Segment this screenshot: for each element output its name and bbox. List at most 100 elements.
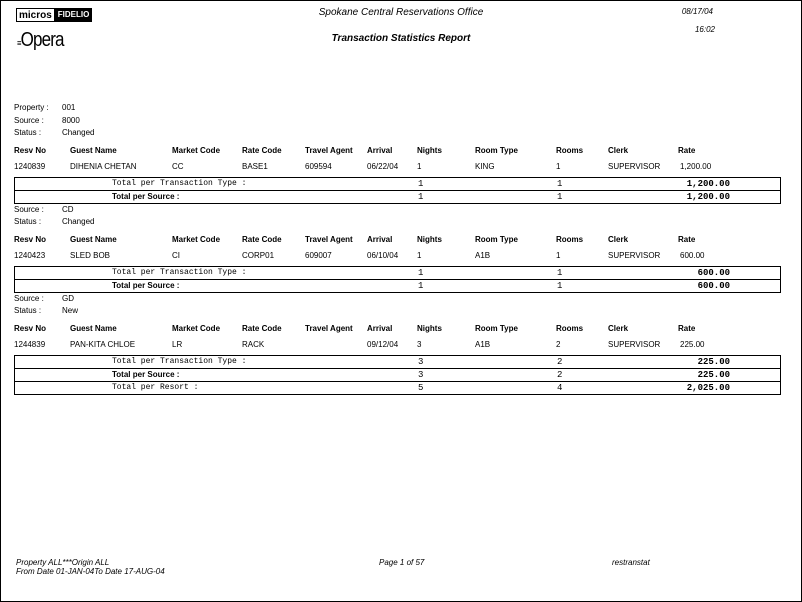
- status-line-value: Changed: [62, 217, 95, 226]
- column-header: Rooms: [556, 323, 584, 333]
- cell: 1240839: [14, 161, 46, 171]
- total-per-source-rooms: 1: [557, 280, 563, 291]
- micros-fidelio-logo: micros FIDELIO: [16, 8, 93, 22]
- status-line-value: Changed: [62, 128, 95, 137]
- source-line-label: Source :: [14, 204, 44, 214]
- total-per-transaction-type-label: Total per Transaction Type :: [112, 356, 247, 366]
- column-header: Rooms: [556, 145, 584, 155]
- total-per-transaction-type-label: Total per Transaction Type :: [112, 178, 247, 188]
- table-row: 1240423 SLED BOB CI CORP01 609007 06/10/04 1 A1…: [14, 248, 781, 264]
- column-header-row: Resv No Guest Name Market Code Rate Code Tra…: [14, 321, 781, 337]
- cell: LR: [172, 339, 183, 349]
- column-header: Travel Agent: [305, 234, 353, 244]
- column-header: Travel Agent: [305, 145, 353, 155]
- column-header: Rate: [678, 145, 696, 155]
- column-header: Guest Name: [70, 145, 117, 155]
- totals-box: Total per Transaction Type :3 2 225.00 Tota…: [14, 354, 781, 395]
- cell: 609007: [305, 250, 332, 260]
- column-header: Rate Code: [242, 234, 282, 244]
- column-header: Room Type: [475, 234, 518, 244]
- status-line-label: Status :: [14, 128, 42, 137]
- source-line-label: Source :: [14, 293, 44, 303]
- cell: BASE1: [242, 161, 268, 171]
- total-per-source-label: Total per Source :: [112, 280, 180, 290]
- logo-micros-text: micros: [16, 8, 55, 22]
- report-body: Property : 001 Source : 8000 Status : Changed…: [14, 102, 781, 395]
- column-header: Rate: [678, 234, 696, 244]
- report-time: 16:02: [694, 25, 715, 34]
- source-line-label: Source :: [14, 115, 44, 125]
- page-number: Page 1 of 57: [379, 558, 425, 567]
- column-header: Resv No: [14, 323, 47, 333]
- status-line-label: Status :: [14, 217, 42, 226]
- source-line: Source : CD: [14, 204, 781, 217]
- column-header: Clerk: [608, 323, 629, 333]
- column-header: Guest Name: [70, 234, 117, 244]
- report-title: Transaction Statistics Report: [331, 33, 471, 44]
- source-line: Source : 8000: [14, 115, 781, 128]
- total-per-resort-nights: 5: [418, 382, 424, 393]
- total-per-source-row: Total per Source : 1 1 600.00: [15, 278, 780, 292]
- cell: SLED BOB: [70, 250, 111, 260]
- cell: 1240423: [14, 250, 46, 260]
- total-per-resort-rooms: 4: [557, 382, 563, 393]
- totals-box: Total per Transaction Type : 1 1 1,200.00 To…: [14, 176, 781, 204]
- total-per-resort-rate: 2,025.00: [686, 382, 730, 393]
- column-header: Arrival: [367, 145, 393, 155]
- property-line-value: 001: [62, 103, 76, 112]
- cell: 609594: [305, 161, 332, 171]
- cell: RACK: [242, 339, 265, 349]
- opera-logo-text: Opera: [20, 29, 65, 51]
- total-per-source-rate: 1,200.00: [686, 191, 730, 202]
- cell: CORP01: [242, 250, 275, 260]
- cell: DIHENIA CHETAN: [70, 161, 137, 171]
- total-per-source-row: Total per Source : 1 1 1,200.00: [15, 189, 780, 203]
- report-id: restranstat: [612, 558, 650, 567]
- column-header: Rate: [678, 323, 696, 333]
- cell: 1: [417, 161, 422, 171]
- column-header: Resv No: [14, 145, 47, 155]
- footer-filter-property: Property ALL***Origin ALL: [16, 558, 110, 567]
- cell: SUPERVISOR: [608, 339, 661, 349]
- column-header: Nights: [417, 323, 442, 333]
- total-per-transaction-type-rate: 600.00: [697, 267, 730, 278]
- cell: 3: [417, 339, 422, 349]
- column-header: Rate Code: [242, 145, 282, 155]
- cell: KING: [475, 161, 495, 171]
- source-line-value: 8000: [62, 115, 80, 125]
- column-header: Clerk: [608, 234, 629, 244]
- column-header: Travel Agent: [305, 323, 353, 333]
- total-per-transaction-type-label: Total per Transaction Type :: [112, 267, 247, 277]
- total-per-source-rooms: 2: [557, 369, 563, 380]
- total-per-source-row: Total per Source : 3 2 225.00: [15, 367, 780, 381]
- total-per-transaction-type-rooms: 1: [557, 178, 563, 189]
- cell: A1B: [475, 250, 491, 260]
- status-line-value: New: [62, 306, 79, 315]
- total-per-transaction-type-row: Total per Transaction Type : 3 2 225.00: [15, 356, 780, 368]
- status-line: Status : New: [14, 305, 781, 318]
- column-header-row: Resv No Guest Name Market Code Rate Code Tra…: [14, 143, 781, 159]
- column-header: Clerk: [608, 145, 629, 155]
- opera-logo: ≡Opera: [17, 29, 64, 52]
- cell: 225.00: [680, 339, 705, 349]
- total-per-transaction-type-rooms: 2: [557, 356, 563, 367]
- column-header: Nights: [417, 234, 442, 244]
- cell: 09/12/04: [367, 339, 399, 349]
- opera-lines-icon: ≡: [17, 38, 22, 48]
- total-per-transaction-type-nights: 1: [418, 267, 424, 278]
- property-line-label: Property :: [14, 103, 49, 112]
- cell: SUPERVISOR: [608, 250, 661, 260]
- footer-filter-dates: From Date 01-JAN-04To Date 17-AUG-04: [16, 567, 165, 576]
- source-line: Source : GD: [14, 293, 781, 306]
- column-header: Resv No: [14, 234, 47, 244]
- cell: 1: [556, 250, 561, 260]
- total-per-transaction-type-row: Total per Transaction Type : 1 1 1,200.00: [15, 178, 780, 190]
- total-per-transaction-type-rooms: 1: [557, 267, 563, 278]
- report-date: 08/17/04: [681, 7, 713, 16]
- total-per-source-label: Total per Source :: [112, 191, 180, 201]
- total-per-source-nights: 1: [418, 280, 424, 291]
- cell: CC: [172, 161, 184, 171]
- cell: 1: [556, 161, 561, 171]
- total-per-source-nights: 1: [418, 191, 424, 202]
- column-header: Rate Code: [242, 323, 282, 333]
